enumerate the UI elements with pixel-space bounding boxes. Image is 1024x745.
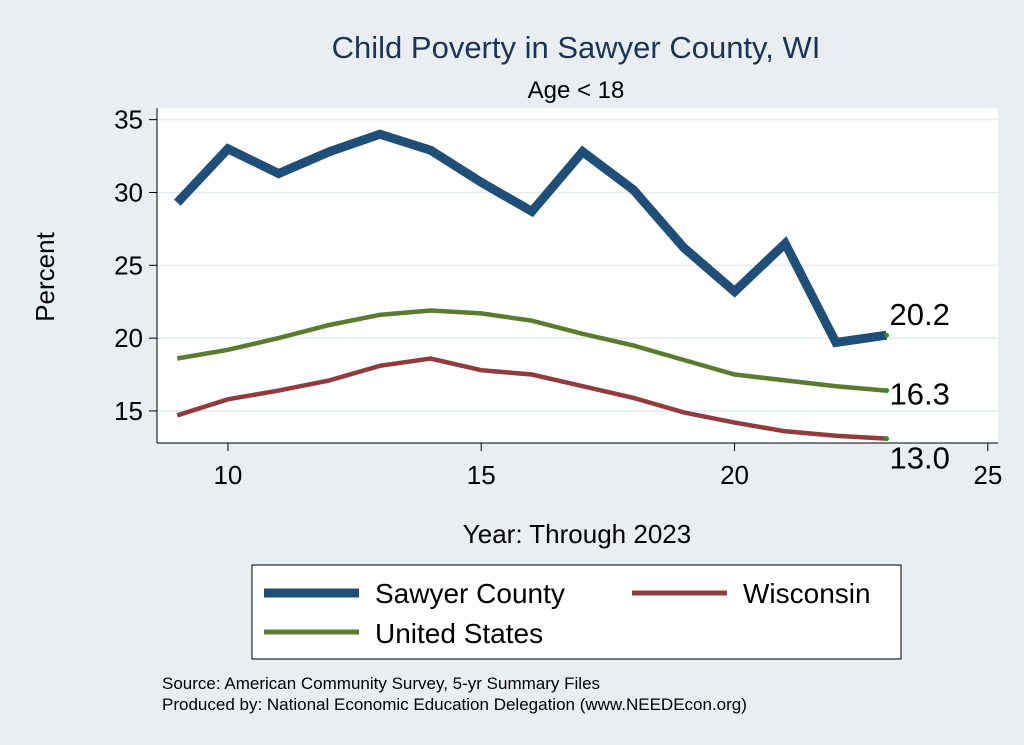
x-tick-label-15: 15 (467, 460, 496, 490)
end-dot-wisconsin (884, 436, 890, 442)
end-label-wisconsin: 13.0 (890, 441, 950, 476)
end-label-united-states: 16.3 (890, 377, 950, 412)
grid-lines (157, 118, 998, 412)
produced-note: Produced by: National Economic Education… (162, 695, 747, 714)
end-dot-united-states (884, 388, 890, 394)
x-tick-label-10: 10 (213, 460, 242, 490)
x-tick-label-25: 25 (973, 460, 1002, 490)
legend-label-wisconsin: Wisconsin (743, 578, 871, 609)
series-line-wisconsin (176, 356, 887, 441)
y-tick-label-35: 35 (114, 105, 143, 135)
legend: Sawyer County Wisconsin United States (251, 564, 902, 660)
y-tick-label-30: 30 (114, 177, 143, 207)
end-labels: 20.2 16.3 13.0 (884, 297, 950, 476)
axes: 15 20 25 30 35 10 15 20 25 (114, 105, 1002, 490)
end-dot-sawyer-county (884, 332, 890, 338)
y-axis-label: Percent (30, 231, 60, 321)
source-note: Source: American Community Survey, 5-yr … (162, 674, 600, 693)
end-label-sawyer-county: 20.2 (890, 297, 950, 332)
x-axis-label: Year: Through 2023 (463, 519, 691, 549)
y-tick-label-25: 25 (114, 250, 143, 280)
legend-label-sawyer: Sawyer County (375, 578, 565, 609)
series-line-sawyer-county (174, 129, 888, 348)
chart-title: Child Poverty in Sawyer County, WI (332, 30, 821, 65)
legend-label-united-states: United States (375, 618, 543, 649)
x-tick-label-20: 20 (720, 460, 749, 490)
chart-subtitle: Age < 18 (528, 77, 625, 104)
series-lines (174, 129, 888, 441)
legend-box (251, 564, 902, 660)
y-tick-label-15: 15 (114, 396, 143, 426)
y-tick-label-20: 20 (114, 323, 143, 353)
series-line-united-states (176, 308, 887, 393)
